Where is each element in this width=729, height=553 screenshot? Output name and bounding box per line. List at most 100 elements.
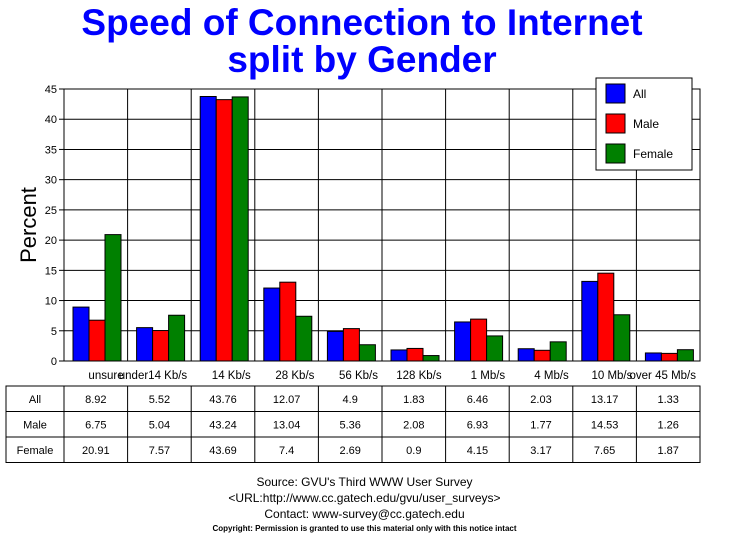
bar-all-4 (326, 330, 344, 362)
x-tick-label: 1 Mb/s (471, 370, 506, 382)
bar-all-5 (390, 349, 408, 362)
table-cell: 6.93 (467, 419, 488, 431)
footer-url: <URL:http://www.cc.gatech.edu/gvu/user_s… (228, 491, 501, 505)
table-cell: 4.9 (343, 394, 358, 406)
x-tick-label: 28 Kb/s (275, 370, 314, 382)
bar-female-9 (676, 349, 694, 362)
table-cell: 5.04 (149, 419, 170, 431)
table-row-label: Female (17, 445, 54, 457)
table-cell: 6.75 (85, 419, 106, 431)
footer-source: Source: GVU's Third WWW User Survey (256, 475, 473, 489)
x-tick-label: 56 Kb/s (339, 370, 378, 382)
table-cell: 7.57 (149, 445, 170, 457)
plot-frame (63, 88, 701, 362)
footer-copyright: Copyright: Permission is granted to use … (212, 524, 517, 533)
bar-all-7 (517, 348, 535, 362)
bar-male-6 (470, 318, 488, 362)
table-cell: 1.77 (530, 419, 551, 431)
y-tick-label: 0 (51, 356, 57, 368)
y-tick-label: 20 (45, 235, 57, 247)
y-tick-label: 10 (45, 296, 57, 308)
y-tick-label: 30 (45, 175, 57, 187)
legend-swatch-male (605, 113, 626, 134)
legend-swatch-all (605, 83, 626, 104)
y-tick-label: 45 (45, 84, 57, 96)
table-cell: 7.65 (594, 445, 615, 457)
y-tick-label: 35 (45, 144, 57, 156)
table-cell: 20.91 (82, 445, 110, 457)
x-tick-label: 128 Kb/s (396, 370, 442, 382)
legend-label-male: Male (633, 117, 659, 131)
bar-all-8 (581, 280, 599, 362)
chart-subtitle: split by Gender (227, 39, 496, 80)
x-tick-label: 14 Kb/s (212, 370, 251, 382)
table-cell: 43.69 (209, 445, 237, 457)
bar-male-4 (342, 328, 360, 362)
bar-female-0 (104, 234, 122, 362)
table-cell: 1.33 (657, 394, 678, 406)
table-cell: 12.07 (273, 394, 301, 406)
bar-all-3 (263, 287, 281, 362)
bar-male-5 (406, 347, 424, 362)
bars (72, 95, 694, 362)
table-row-label: All (29, 394, 41, 406)
legend: All Male Female (595, 77, 693, 171)
y-tick-label: 40 (45, 114, 57, 126)
table-cell: 13.17 (591, 394, 619, 406)
bar-all-2 (199, 95, 217, 362)
table-cell: 14.53 (591, 419, 619, 431)
bar-male-9 (660, 352, 678, 362)
bar-female-1 (168, 314, 186, 362)
x-tick-label: over 45 Mb/s (630, 370, 697, 382)
table-cell: 3.17 (530, 445, 551, 457)
bar-all-6 (454, 321, 472, 362)
x-tick-label: under14 Kb/s (119, 370, 188, 382)
table-cell: 8.92 (85, 394, 106, 406)
table-cell: 6.46 (467, 394, 488, 406)
x-tick-label: 4 Mb/s (534, 370, 569, 382)
chart-title: Speed of Connection to Internet (81, 2, 642, 43)
table-cell: 13.04 (273, 419, 301, 431)
bar-male-0 (88, 319, 106, 362)
bar-all-0 (72, 306, 90, 362)
y-tick-label: 15 (45, 265, 57, 277)
table-row-label: Male (23, 419, 47, 431)
bar-male-7 (533, 349, 551, 362)
bar-female-3 (295, 315, 313, 362)
footer-contact: Contact: www-survey@cc.gatech.edu (264, 507, 465, 521)
bar-all-1 (136, 327, 154, 362)
table-cell: 2.69 (339, 445, 360, 457)
legend-label-all: All (633, 87, 646, 101)
bar-female-2 (231, 96, 249, 362)
bar-female-7 (549, 341, 567, 362)
bar-female-8 (613, 314, 631, 362)
bar-male-2 (215, 99, 233, 362)
x-tick-label: 10 Mb/s (591, 370, 632, 382)
table-cell: 7.4 (279, 445, 294, 457)
legend-label-female: Female (633, 147, 673, 161)
table-cell: 43.76 (209, 394, 237, 406)
table-cell: 5.36 (339, 419, 360, 431)
table-cell: 5.52 (149, 394, 170, 406)
table-cell: 1.26 (657, 419, 678, 431)
bar-male-8 (597, 272, 615, 362)
table-cell: 1.83 (403, 394, 424, 406)
y-tick-label: 25 (45, 205, 57, 217)
table-cell: 1.87 (657, 445, 678, 457)
data-table: All 8.92 5.52 43.76 12.07 4.9 1.83 6.46 2.03 13.1… (5, 385, 701, 463)
y-tick-label: 5 (51, 326, 57, 338)
legend-swatch-female (605, 143, 626, 164)
bar-male-3 (279, 281, 297, 362)
table-cell: 4.15 (467, 445, 488, 457)
bar-female-4 (358, 344, 376, 362)
bar-all-9 (644, 352, 662, 362)
bar-female-6 (486, 335, 504, 362)
table-cell: 0.9 (406, 445, 421, 457)
bar-male-1 (152, 330, 170, 362)
bar-female-5 (422, 355, 440, 362)
table-cell: 2.03 (530, 394, 551, 406)
y-axis-label: Percent (16, 187, 41, 263)
x-tick-label: unsure (88, 370, 123, 382)
table-cell: 43.24 (209, 419, 237, 431)
